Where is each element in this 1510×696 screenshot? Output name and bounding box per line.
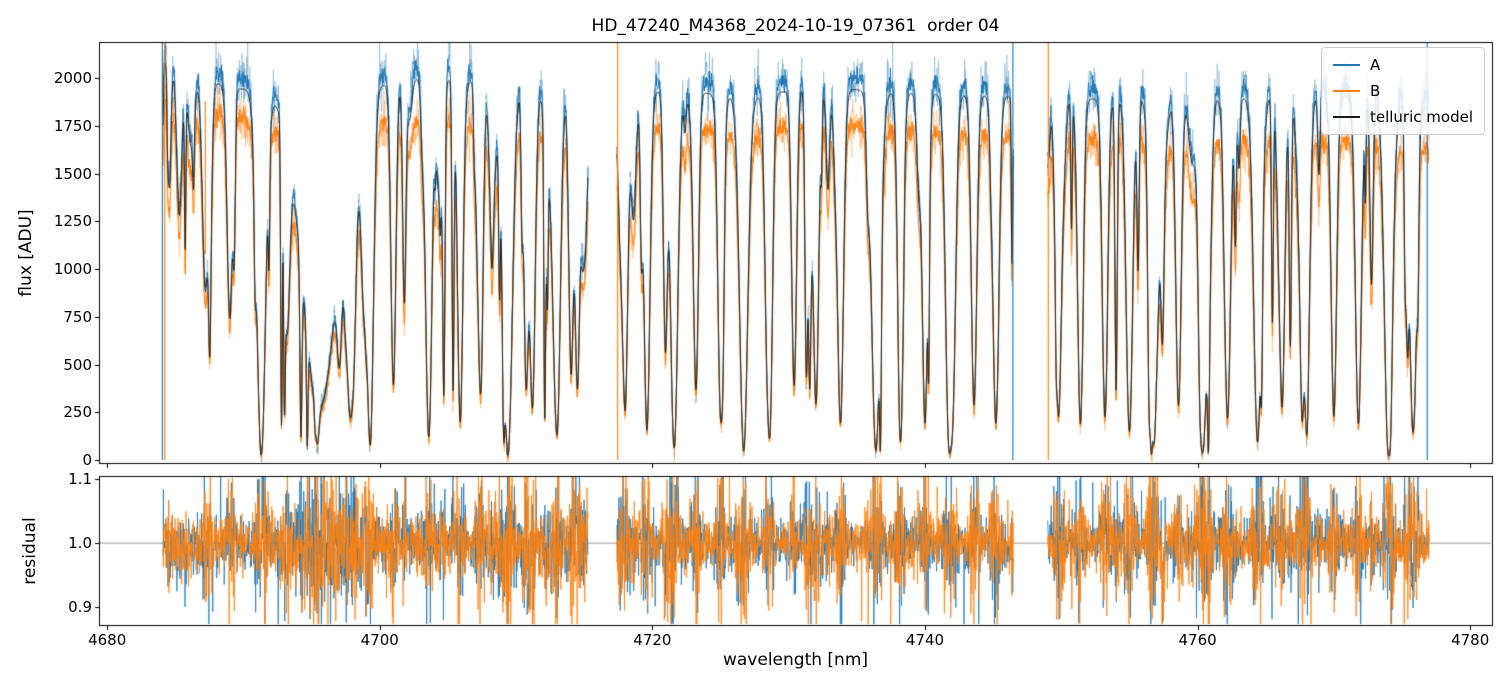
- legend-line-swatch: [1332, 116, 1360, 118]
- residual-axis-label: residual: [20, 517, 40, 585]
- x-tick-label: 4740: [905, 631, 945, 649]
- x-tick-label: 4760: [1178, 631, 1217, 649]
- flux-tick-label: 1000: [53, 260, 92, 279]
- plot-title: HD_47240_M4368_2024-10-19_07361 order 04: [591, 16, 1000, 36]
- legend-label: B: [1369, 82, 1381, 100]
- flux-tick-label: 0: [82, 451, 92, 470]
- legend-entry: telluric model: [1332, 108, 1473, 126]
- residual-tick-label: 1.0: [68, 534, 92, 553]
- flux-tick-label: 750: [63, 307, 92, 326]
- residual-tick-label: 1.1: [68, 470, 92, 489]
- flux-axis-label: flux [ADU]: [16, 209, 36, 297]
- legend-entry: A: [1332, 56, 1473, 74]
- x-tick-label: 4680: [88, 631, 127, 649]
- legend-label: telluric model: [1369, 108, 1473, 126]
- legend-line-swatch: [1332, 90, 1360, 92]
- flux-tick-label: 1250: [53, 212, 92, 231]
- flux-tick-label: 250: [63, 403, 92, 422]
- residual-tick-label: 0.9: [68, 598, 92, 617]
- flux-tick-label: 1500: [53, 164, 92, 183]
- flux-tick-label: 2000: [53, 69, 92, 88]
- legend-line-swatch: [1332, 64, 1360, 66]
- flux-tick-label: 500: [63, 355, 92, 374]
- x-tick-label: 4700: [360, 631, 399, 649]
- legend-entry: B: [1332, 82, 1473, 100]
- x-axis-label: wavelength [nm]: [722, 650, 869, 670]
- x-tick-label: 4780: [1451, 631, 1490, 649]
- x-tick-label: 4720: [633, 631, 672, 649]
- flux-tick-label: 1750: [53, 117, 92, 135]
- legend-label: A: [1369, 56, 1381, 74]
